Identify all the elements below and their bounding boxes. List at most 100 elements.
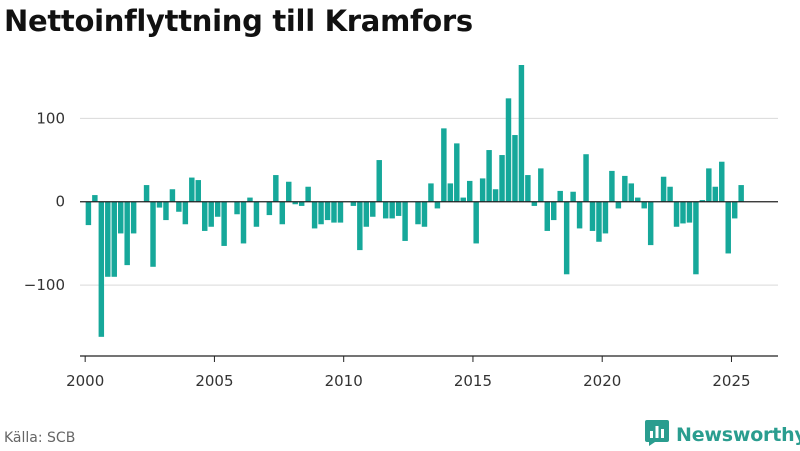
bar bbox=[221, 201, 227, 246]
bar bbox=[428, 183, 434, 202]
bar bbox=[660, 176, 667, 202]
bar bbox=[628, 183, 635, 202]
bar bbox=[117, 201, 124, 234]
bar bbox=[247, 197, 253, 202]
bar bbox=[647, 201, 654, 246]
bar bbox=[525, 175, 531, 202]
bar bbox=[124, 201, 130, 266]
y-tick-label: 0 bbox=[55, 193, 65, 211]
bar bbox=[266, 201, 273, 216]
x-tick-label: 2025 bbox=[712, 372, 750, 390]
bar bbox=[389, 201, 395, 219]
bar bbox=[538, 168, 544, 202]
bar bbox=[576, 201, 583, 229]
bar bbox=[298, 201, 305, 206]
bar bbox=[460, 197, 466, 202]
bar bbox=[583, 154, 589, 202]
bar bbox=[111, 201, 117, 277]
brand-logo[interactable]: Newsworthy bbox=[644, 420, 800, 450]
bar bbox=[286, 181, 292, 202]
bar bbox=[641, 201, 647, 209]
bar bbox=[318, 201, 324, 225]
bar bbox=[680, 201, 686, 224]
bar bbox=[92, 195, 98, 202]
x-tick-label: 2005 bbox=[195, 372, 233, 390]
bar bbox=[667, 186, 673, 202]
bar bbox=[279, 201, 286, 225]
bar bbox=[441, 128, 447, 202]
bar bbox=[305, 186, 311, 202]
bar bbox=[531, 201, 538, 206]
y-tick-label: −100 bbox=[24, 276, 65, 294]
axes bbox=[80, 201, 778, 357]
bar bbox=[292, 201, 298, 205]
bar bbox=[602, 201, 609, 234]
bar bbox=[202, 201, 208, 231]
bar bbox=[466, 180, 473, 202]
bar bbox=[402, 201, 408, 241]
gridlines bbox=[80, 117, 778, 286]
bar bbox=[518, 65, 525, 202]
bar bbox=[699, 200, 706, 202]
source-note: Källa: SCB bbox=[4, 430, 76, 446]
bar bbox=[589, 201, 596, 231]
bar bbox=[563, 201, 570, 275]
bar bbox=[434, 201, 441, 209]
bar bbox=[415, 201, 421, 225]
bar bbox=[208, 201, 214, 227]
bar bbox=[98, 201, 105, 337]
bar bbox=[105, 201, 111, 277]
bar bbox=[731, 201, 738, 219]
bar bbox=[176, 201, 182, 212]
bar bbox=[143, 185, 150, 202]
bar bbox=[473, 201, 479, 244]
y-axis-tick-labels: −100 0 100 bbox=[24, 109, 65, 294]
bar bbox=[447, 183, 454, 202]
bar bbox=[370, 201, 376, 217]
bar bbox=[395, 201, 402, 216]
x-tick-label: 2000 bbox=[66, 372, 104, 390]
bar bbox=[725, 201, 731, 254]
bar bbox=[738, 185, 744, 202]
bar bbox=[376, 160, 382, 202]
bar bbox=[609, 170, 615, 202]
brand-name: Newsworthy bbox=[676, 424, 800, 446]
bar-chart-badge-icon bbox=[644, 419, 670, 451]
x-tick-label: 2015 bbox=[454, 372, 492, 390]
bar bbox=[479, 178, 486, 202]
bar bbox=[331, 201, 337, 223]
bar bbox=[163, 201, 169, 221]
bar bbox=[596, 201, 602, 242]
bar bbox=[214, 201, 221, 217]
x-axis-tick-labels: 2000 2005 2010 2015 2020 2025 bbox=[66, 356, 751, 390]
x-tick-label: 2020 bbox=[583, 372, 621, 390]
bar bbox=[512, 135, 518, 202]
bar bbox=[156, 201, 163, 208]
bar bbox=[454, 143, 460, 202]
bar bbox=[311, 201, 318, 229]
bar bbox=[615, 201, 622, 209]
bar bbox=[350, 201, 357, 206]
bar bbox=[421, 201, 428, 227]
bar bbox=[253, 201, 260, 227]
bar bbox=[557, 190, 563, 202]
bar bbox=[693, 201, 699, 275]
bar bbox=[273, 175, 279, 202]
bar bbox=[505, 98, 512, 202]
bar bbox=[234, 201, 240, 215]
bar bbox=[182, 201, 189, 225]
bar bbox=[712, 186, 719, 202]
chart-title: Nettoinflyttning till Kramfors bbox=[4, 4, 473, 38]
bar bbox=[486, 150, 492, 202]
bar bbox=[85, 201, 92, 226]
bar bbox=[357, 201, 363, 251]
x-tick-label: 2010 bbox=[325, 372, 363, 390]
bar bbox=[150, 201, 156, 267]
bar bbox=[169, 189, 176, 202]
bar bbox=[240, 201, 247, 244]
bar bbox=[686, 201, 693, 223]
bar bbox=[719, 161, 725, 202]
bar bbox=[544, 201, 550, 231]
bar bbox=[570, 191, 576, 202]
